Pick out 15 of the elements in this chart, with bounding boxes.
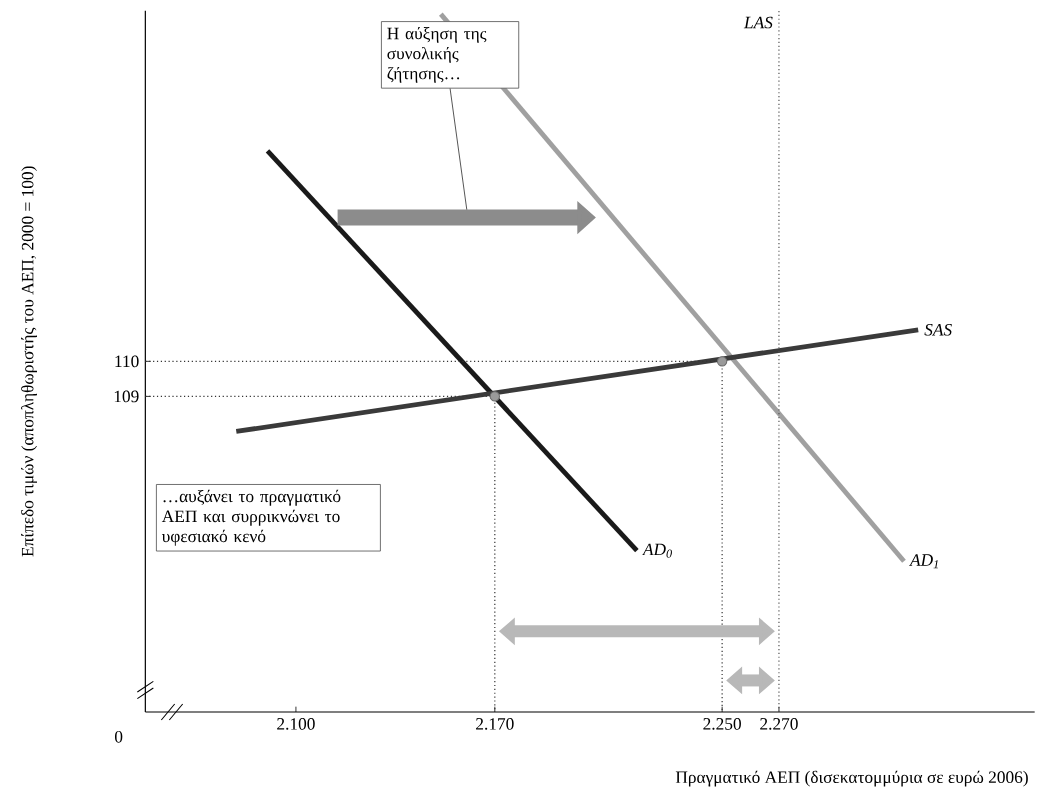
y-tick-label: 109	[114, 390, 139, 403]
x-axis-title: Πραγματικό ΑΕΠ (δισεκατομμύρια σε ευρώ 2006)	[675, 770, 1028, 787]
x-tick-label: 2.250	[703, 718, 741, 730]
x-tick-label: 2.100	[277, 718, 315, 730]
text: 0	[115, 730, 123, 743]
series-label: AD$_{1}$	[909, 554, 938, 569]
series-label: AD$_{0}$	[641, 543, 672, 558]
series-label: SAS	[924, 323, 952, 336]
annotation: …αυξάνει το πραγματικό ΑΕΠ και συρρικνώνει το υφεσιακό κενό	[161, 489, 341, 546]
annotation: Η αύξηση της συνολικής ζήτησης…	[387, 26, 487, 83]
y-tick-label: 110	[115, 355, 139, 368]
ref-line-label: LAS	[743, 16, 773, 29]
x-tick-label: 2.270	[760, 718, 798, 730]
y-axis-title: Επίπεδο τιμών (αποπληθωριστής του ΑΕΠ, 2000 = 100)	[21, 166, 38, 557]
x-tick-label: 2.170	[476, 718, 514, 730]
